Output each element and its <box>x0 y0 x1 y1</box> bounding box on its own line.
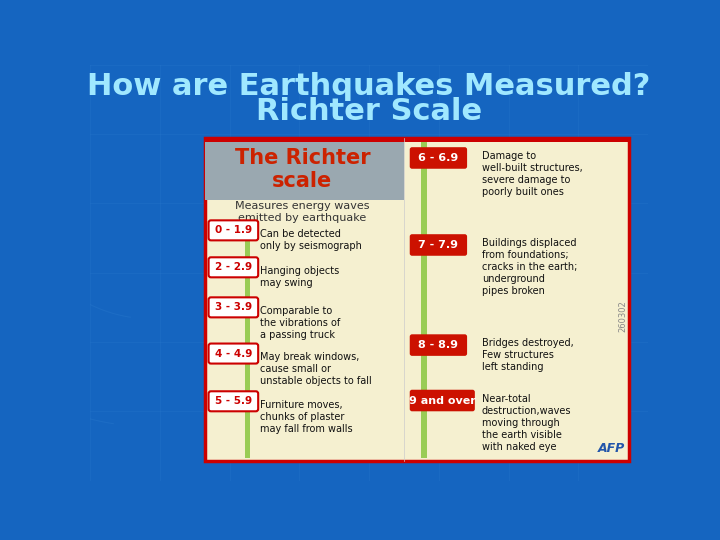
FancyBboxPatch shape <box>410 147 467 168</box>
Text: 260302: 260302 <box>618 300 628 332</box>
Text: 7 - 7.9: 7 - 7.9 <box>418 240 459 250</box>
Text: 6 - 6.9: 6 - 6.9 <box>418 153 459 163</box>
Text: 0 - 1.9: 0 - 1.9 <box>215 225 252 235</box>
Text: The Richter
scale: The Richter scale <box>235 148 370 191</box>
FancyBboxPatch shape <box>209 392 258 411</box>
Bar <box>204 142 405 200</box>
Text: Can be detected
only by seismograph: Can be detected only by seismograph <box>261 229 362 251</box>
Text: 2 - 2.9: 2 - 2.9 <box>215 262 252 272</box>
Text: 8 - 8.9: 8 - 8.9 <box>418 340 459 350</box>
Bar <box>204 138 629 142</box>
FancyBboxPatch shape <box>209 343 258 363</box>
FancyBboxPatch shape <box>209 220 258 240</box>
Text: May break windows,
cause small or
unstable objects to fall: May break windows, cause small or unstab… <box>261 352 372 386</box>
Text: Hanging objects
may swing: Hanging objects may swing <box>261 266 340 288</box>
Bar <box>421 142 427 457</box>
Text: 4 - 4.9: 4 - 4.9 <box>215 348 252 359</box>
FancyBboxPatch shape <box>204 138 629 461</box>
Bar <box>245 222 251 457</box>
Text: How are Earthquakes Measured?: How are Earthquakes Measured? <box>87 72 651 101</box>
Text: Bridges destroyed,
Few structures
left standing: Bridges destroyed, Few structures left s… <box>482 338 574 372</box>
Text: Buildings displaced
from foundations;
cracks in the earth;
underground
pipes bro: Buildings displaced from foundations; cr… <box>482 238 577 296</box>
FancyBboxPatch shape <box>410 234 467 256</box>
FancyBboxPatch shape <box>410 390 474 411</box>
FancyBboxPatch shape <box>209 257 258 278</box>
Text: 9 and over: 9 and over <box>409 395 476 406</box>
Text: Richter Scale: Richter Scale <box>256 97 482 125</box>
Text: Damage to
well-built structures,
severe damage to
poorly built ones: Damage to well-built structures, severe … <box>482 151 582 197</box>
Text: Near-total
destruction,waves
moving through
the earth visible
with naked eye: Near-total destruction,waves moving thro… <box>482 394 571 451</box>
Text: 3 - 3.9: 3 - 3.9 <box>215 302 252 312</box>
Text: AFP: AFP <box>598 442 625 455</box>
Text: Measures energy waves
emitted by earthquake: Measures energy waves emitted by earthqu… <box>235 201 369 223</box>
Text: Comparable to
the vibrations of
a passing truck: Comparable to the vibrations of a passin… <box>261 306 341 340</box>
FancyBboxPatch shape <box>410 334 467 356</box>
Text: Furniture moves,
chunks of plaster
may fall from walls: Furniture moves, chunks of plaster may f… <box>261 400 353 434</box>
FancyBboxPatch shape <box>209 298 258 318</box>
Text: 5 - 5.9: 5 - 5.9 <box>215 396 252 406</box>
